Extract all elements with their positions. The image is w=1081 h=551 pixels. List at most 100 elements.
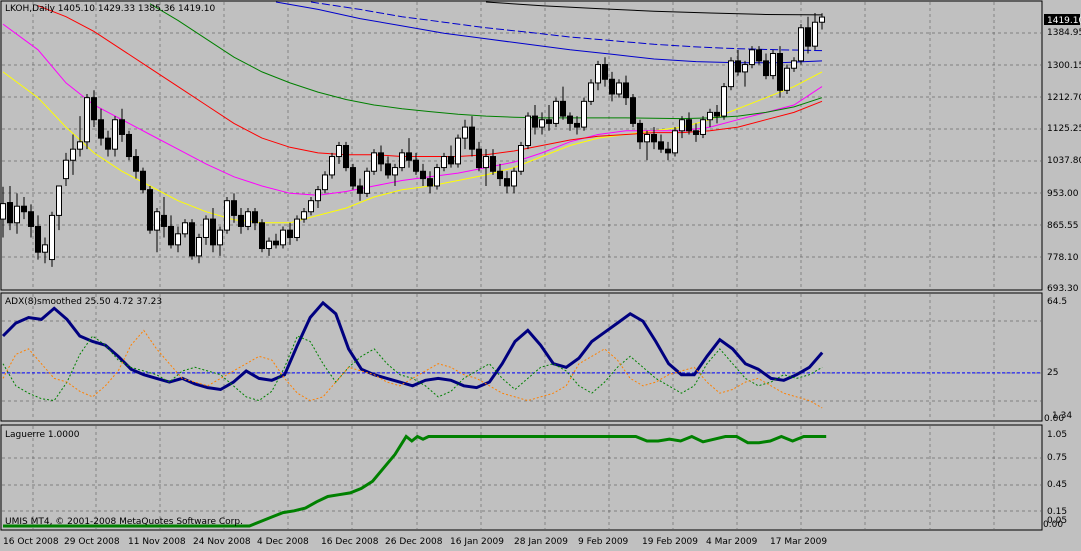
candles-layer: [0, 13, 825, 267]
candle-bearish-body: [252, 211, 258, 224]
price-y-tick: 1384.95: [1047, 28, 1081, 38]
candle-bullish-body: [42, 244, 48, 253]
laguerre-lines-layer: [3, 434, 827, 528]
candle-bullish-body: [224, 200, 230, 231]
candle-bullish-body: [14, 205, 20, 224]
candle-bearish-body: [637, 122, 643, 143]
candle-bearish-body: [448, 156, 454, 165]
candle-bearish-body: [427, 178, 433, 187]
candle-bearish-body: [91, 97, 97, 121]
laguerre-y-tick: 0.00: [1043, 520, 1063, 530]
candle-bullish-body: [819, 16, 825, 23]
candle-bullish-body: [784, 67, 790, 91]
candle-bearish-body: [126, 133, 132, 158]
candle-bullish-body: [791, 60, 797, 69]
candle-bullish-body: [707, 111, 713, 121]
candle-bullish-body: [182, 222, 188, 235]
candle-bearish-body: [560, 100, 566, 117]
price-y-tick: 1125.25: [1047, 124, 1081, 134]
candle-bearish-body: [567, 115, 573, 124]
candle-bullish-body: [434, 167, 440, 187]
candle-bearish-body: [763, 60, 769, 77]
candle-bullish-body: [525, 115, 531, 146]
candle-bearish-body: [259, 222, 265, 250]
candle-bearish-body: [630, 97, 636, 124]
candle-bullish-body: [245, 211, 251, 227]
candle-bearish-body: [490, 156, 496, 172]
candle-bearish-body: [756, 49, 762, 62]
price-y-tick: 1300.15: [1047, 61, 1081, 71]
candle-bullish-body: [399, 152, 405, 169]
candle-bearish-body: [805, 27, 811, 47]
adx-lines-layer: [1, 300, 1041, 409]
candle-bullish-body: [595, 64, 601, 84]
laguerre-panel-header: Laguerre 1.0000: [5, 430, 80, 440]
candle-bullish-body: [175, 233, 181, 246]
candle-bearish-body: [735, 60, 741, 73]
candle-bearish-body: [238, 214, 244, 227]
candle-bullish-body: [588, 82, 594, 102]
candle-bullish-body: [329, 156, 335, 176]
candle-bearish-body: [161, 214, 167, 227]
candle-bearish-body: [693, 130, 699, 135]
laguerre-line: [3, 434, 827, 528]
price-y-tick: 778.10: [1047, 253, 1079, 263]
adx-y-tick: 64.5: [1047, 297, 1067, 307]
candle-bearish-body: [98, 119, 104, 139]
candle-bullish-body: [539, 119, 545, 128]
price-y-tick: 953.00: [1047, 189, 1079, 199]
candle-bullish-body: [196, 236, 202, 257]
x-axis-label: 4 Mar 2009: [706, 537, 758, 547]
price-y-tick: 865.55: [1047, 221, 1079, 231]
candle-bullish-body: [280, 229, 286, 246]
candle-bearish-body: [287, 229, 293, 238]
candle-bullish-body: [511, 170, 517, 187]
candle-bearish-body: [357, 185, 363, 194]
laguerre-y-tick: 0.45: [1047, 480, 1067, 490]
candle-bearish-body: [28, 211, 34, 227]
candle-bullish-body: [49, 214, 55, 261]
candle-bearish-body: [7, 202, 13, 224]
candle-bearish-body: [189, 222, 195, 257]
candle-bullish-body: [392, 167, 398, 176]
x-axis-label: 17 Mar 2009: [770, 537, 827, 547]
x-axis-label: 19 Feb 2009: [642, 537, 698, 547]
candle-bullish-body: [770, 53, 776, 77]
price-y-tick: 693.30: [1047, 284, 1079, 294]
candle-bullish-body: [301, 211, 307, 220]
candle-bearish-body: [168, 225, 174, 246]
candle-bullish-body: [812, 21, 818, 47]
x-axis-label: 16 Oct 2008: [3, 537, 59, 547]
candle-bullish-body: [56, 185, 62, 216]
candle-bearish-body: [476, 148, 482, 169]
adx-y-tick: 1.34: [1052, 411, 1072, 421]
x-axis-label: 9 Feb 2009: [578, 537, 629, 547]
candle-bearish-body: [714, 111, 720, 117]
candle-bullish-body: [63, 159, 69, 180]
candle-bearish-body: [105, 137, 111, 150]
candle-bearish-body: [602, 64, 608, 80]
candle-bearish-body: [147, 189, 153, 231]
candle-bearish-body: [406, 152, 412, 161]
x-axis-label: 4 Dec 2008: [257, 537, 309, 547]
x-axis-label: 28 Jan 2009: [514, 537, 568, 547]
copyright-text: UMIS MT4, © 2001-2008 MetaQuotes Softwar…: [5, 517, 243, 527]
candle-bearish-body: [532, 115, 538, 128]
candle-bearish-body: [658, 141, 664, 150]
price-panel-header: LKOH,Daily 1405.10 1429.33 1385.36 1419.…: [5, 4, 215, 14]
candle-bearish-body: [574, 122, 580, 128]
candle-bearish-body: [140, 170, 146, 191]
candle-bullish-body: [84, 97, 90, 143]
candle-bullish-body: [70, 148, 76, 161]
candle-bullish-body: [798, 27, 804, 62]
x-axis-label: 29 Oct 2008: [64, 537, 120, 547]
candle-bullish-body: [672, 130, 678, 154]
candle-bullish-body: [455, 137, 461, 165]
laguerre-y-tick: 1.05: [1047, 430, 1067, 440]
candle-bearish-body: [546, 119, 552, 124]
last-price-label: 1419.10: [1047, 16, 1081, 26]
candle-bullish-body: [483, 156, 489, 169]
x-axis-label: 26 Dec 2008: [385, 537, 443, 547]
candle-bullish-body: [112, 119, 118, 150]
